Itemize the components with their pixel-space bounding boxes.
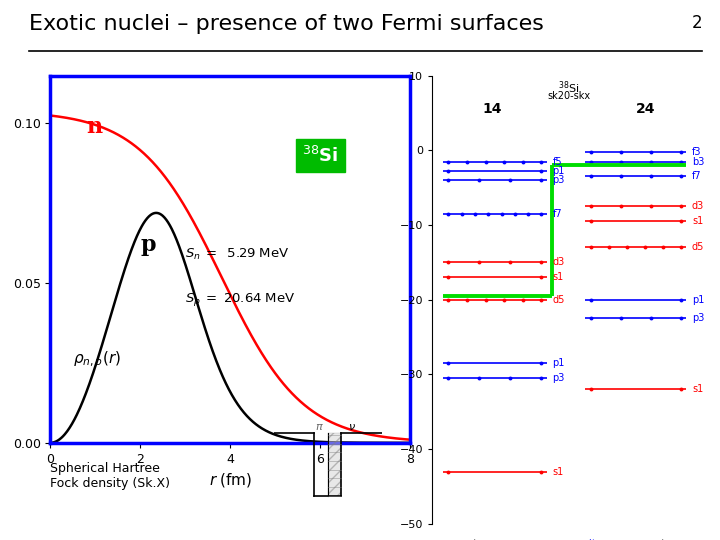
Text: $\nu$: $\nu$ <box>348 422 356 432</box>
Text: d5: d5 <box>692 242 704 252</box>
Text: s1: s1 <box>692 216 703 226</box>
Text: s1: s1 <box>552 467 564 476</box>
Text: 2: 2 <box>691 14 702 31</box>
Text: p1: p1 <box>692 295 704 305</box>
Text: f3: f3 <box>692 147 701 157</box>
Text: p3: p3 <box>552 373 564 383</box>
Text: s1: s1 <box>552 272 564 282</box>
Text: p3: p3 <box>552 175 564 185</box>
Text: $\pi$: $\pi$ <box>315 422 324 432</box>
Text: $^{38}$Si: $^{38}$Si <box>558 79 580 96</box>
Text: f7: f7 <box>552 209 562 219</box>
Text: Exotic nuclei – presence of two Fermi surfaces: Exotic nuclei – presence of two Fermi su… <box>29 14 544 33</box>
Text: 14: 14 <box>482 102 502 116</box>
Text: sk20-skx: sk20-skx <box>547 91 590 100</box>
Text: b3: b3 <box>692 157 704 166</box>
Text: $S_p\;=\;20.64\;\mathrm{MeV}$: $S_p\;=\;20.64\;\mathrm{MeV}$ <box>186 292 295 308</box>
Text: $\rho_{n,p}(r)$: $\rho_{n,p}(r)$ <box>73 349 121 370</box>
Text: p: p <box>140 234 156 256</box>
Text: d3: d3 <box>692 201 704 211</box>
Text: p1: p1 <box>552 358 564 368</box>
Text: f5: f5 <box>552 157 562 166</box>
Text: 24: 24 <box>636 102 655 116</box>
Text: n: n <box>86 116 102 138</box>
Text: $S_n\;=\;\;5.29\;\mathrm{MeV}$: $S_n\;=\;\;5.29\;\mathrm{MeV}$ <box>186 247 289 262</box>
Text: $^{38}$Si: $^{38}$Si <box>302 146 338 166</box>
X-axis label: $r\;(\mathrm{fm})$: $r\;(\mathrm{fm})$ <box>209 471 252 489</box>
Text: neutrons: neutrons <box>640 539 689 540</box>
Text: p1: p1 <box>552 166 564 176</box>
Text: Spherical Hartree
Fock density (Sk.X): Spherical Hartree Fock density (Sk.X) <box>50 462 171 490</box>
Text: p3: p3 <box>692 313 704 323</box>
Text: d5: d5 <box>552 295 564 305</box>
Text: d3: d3 <box>552 258 564 267</box>
Text: f7: f7 <box>692 171 701 181</box>
Text: – parity: – parity <box>563 539 602 540</box>
Text: protons: protons <box>455 539 497 540</box>
Text: s1: s1 <box>692 384 703 394</box>
